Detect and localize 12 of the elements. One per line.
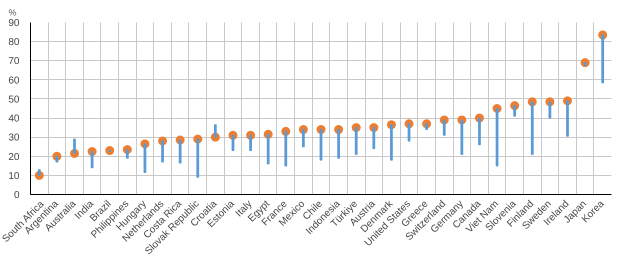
y-axis-title: % [8,8,17,18]
point [105,146,114,156]
y-tick-label: 60 [8,75,20,86]
y-tick-label: 50 [8,94,20,106]
y-tick-label: 30 [8,132,20,144]
y-tick-label: 70 [8,56,20,68]
y-tick-label: 0 [14,190,20,201]
y-tick-label: 80 [8,37,20,48]
y-tick-label: 10 [8,170,20,182]
y-tick-label: 20 [8,152,20,163]
y-tick-label: 40 [8,114,20,125]
y-tick-label: 90 [8,18,20,29]
